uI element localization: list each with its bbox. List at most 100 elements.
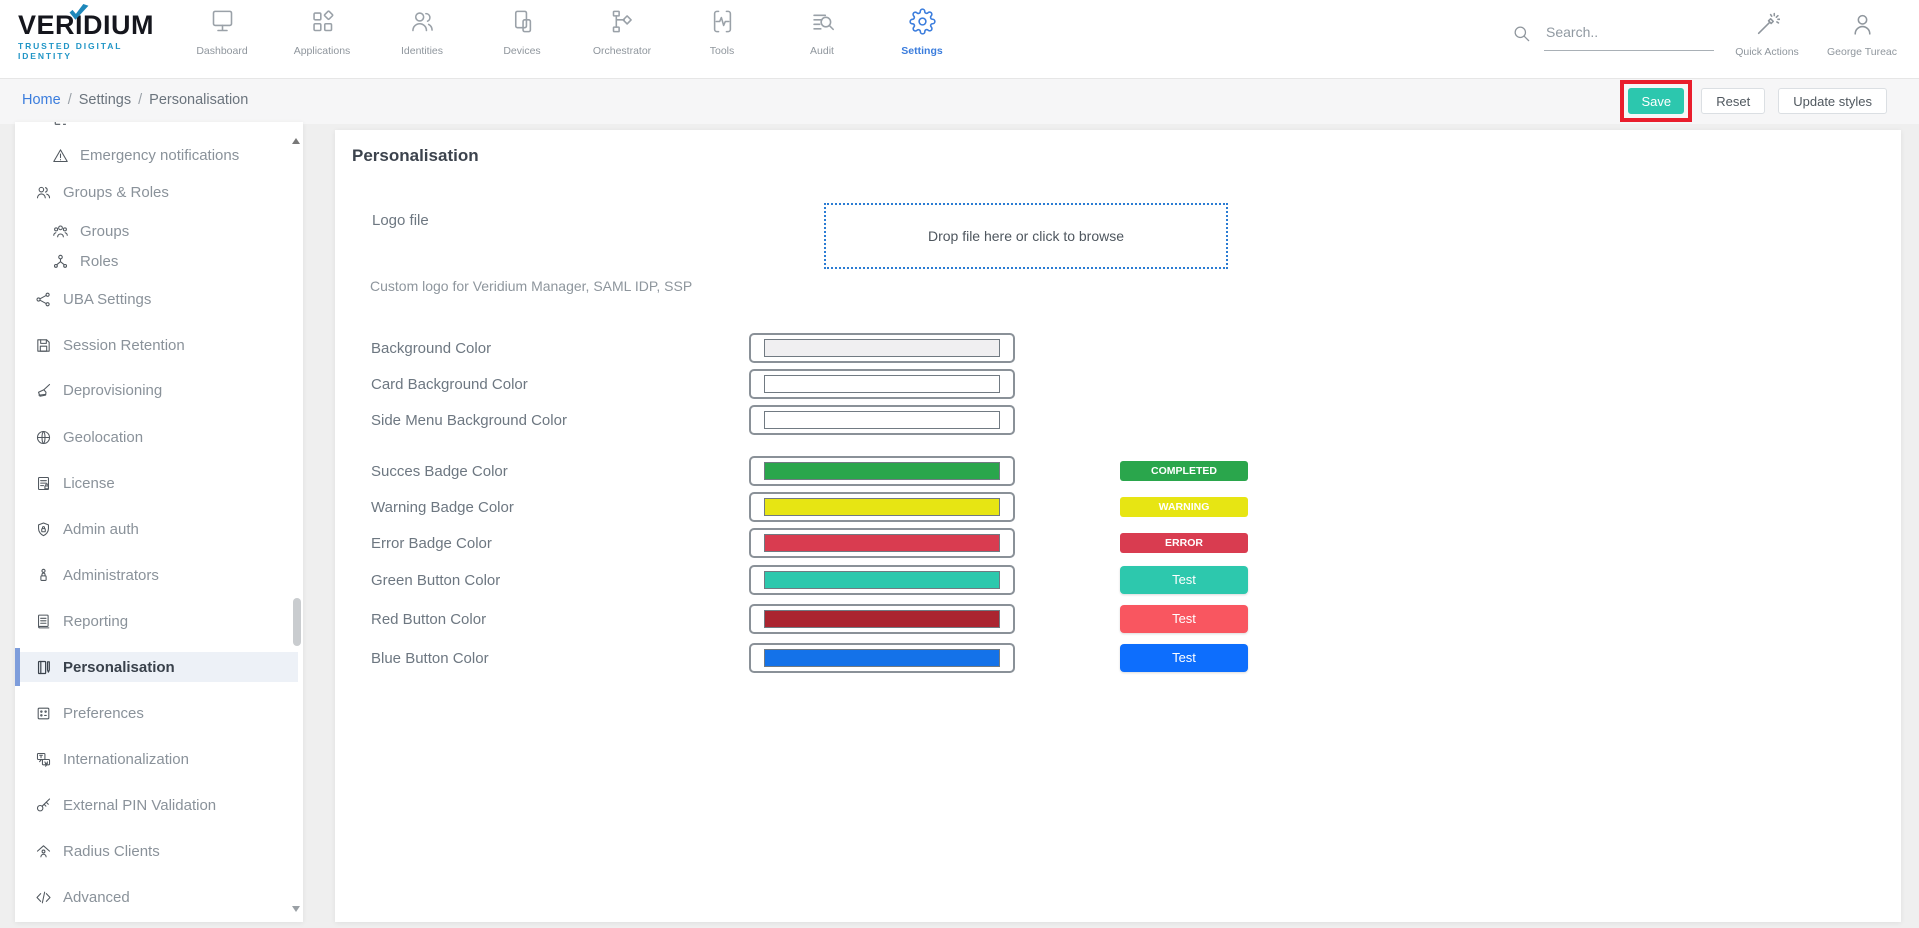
red-button-color-preview[interactable]: Test bbox=[1120, 605, 1248, 633]
sidebar-item-groups-roles[interactable]: Groups & Roles bbox=[15, 177, 298, 207]
shield-lock-icon bbox=[38, 521, 49, 536]
sidebar-item-session-retention[interactable]: Session Retention bbox=[15, 330, 298, 360]
nav-item-identities[interactable]: Identities bbox=[372, 8, 472, 57]
groups-roles-icon bbox=[36, 186, 51, 198]
applications-icon bbox=[312, 10, 333, 32]
search-input[interactable] bbox=[1544, 22, 1714, 51]
logo-checkmark-icon bbox=[69, 4, 89, 20]
blue-button-color-preview[interactable]: Test bbox=[1120, 644, 1248, 672]
sidebar-item-internationalization[interactable]: Internationalization bbox=[15, 744, 298, 774]
color-row-error-badge-color: Error Badge Color ERROR bbox=[371, 528, 1248, 558]
sidebar-item-personalisation[interactable]: Personalisation bbox=[15, 648, 298, 686]
nav-item-orchestrator[interactable]: Orchestrator bbox=[572, 8, 672, 57]
sidebar-item-groups[interactable]: Groups bbox=[15, 216, 298, 246]
breadcrumb-home[interactable]: Home bbox=[22, 92, 61, 108]
sidebar-item-reporting[interactable]: Reporting bbox=[15, 606, 298, 636]
uba-icon bbox=[36, 292, 50, 306]
sidebar-item-geolocation[interactable]: Geolocation bbox=[15, 422, 298, 452]
radius-icon bbox=[36, 844, 51, 857]
sidebar-item-label: Admin auth bbox=[63, 520, 139, 538]
key-icon bbox=[36, 797, 51, 811]
sidebar-item-uba-settings[interactable]: UBA Settings bbox=[15, 284, 298, 314]
nav-item-label: Audit bbox=[810, 45, 834, 57]
red-button-color-input[interactable] bbox=[749, 604, 1015, 634]
background-color-input[interactable] bbox=[749, 333, 1015, 363]
side-menu-background-color-input[interactable] bbox=[749, 405, 1015, 435]
background-color-label: Background Color bbox=[371, 339, 492, 357]
quick-actions-button[interactable]: Quick Actions bbox=[1722, 12, 1812, 58]
nav-item-audit[interactable]: Audit bbox=[772, 8, 872, 57]
color-swatch bbox=[764, 649, 1000, 667]
logo-dropzone[interactable]: Drop file here or click to browse bbox=[824, 203, 1228, 269]
error-badge-color-input[interactable] bbox=[749, 528, 1015, 558]
sidebar-item-radius-clients[interactable]: Radius Clients bbox=[15, 836, 298, 866]
warning-badge-color-input[interactable] bbox=[749, 492, 1015, 522]
sidebar-item-advanced[interactable]: Advanced bbox=[15, 882, 298, 912]
personalisation-panel: Personalisation Logo file Drop file here… bbox=[335, 130, 1901, 922]
page-actions: Save Reset Update styles bbox=[1620, 78, 1887, 124]
user-name: George Tureac bbox=[1826, 46, 1898, 58]
scroll-down-arrow-icon[interactable] bbox=[292, 906, 300, 912]
scroll-thumb[interactable] bbox=[293, 598, 301, 646]
color-row-succes-badge-color: Succes Badge Color COMPLETED bbox=[371, 456, 1248, 486]
annotation-highlight-box: Save bbox=[1620, 80, 1693, 122]
settings-icon bbox=[908, 8, 936, 35]
audit-icon bbox=[812, 14, 834, 31]
broom-icon bbox=[38, 383, 51, 397]
green-button-color-input[interactable] bbox=[749, 565, 1015, 595]
sidebar-item-deprovisioning[interactable]: Deprovisioning bbox=[15, 375, 298, 405]
code-icon bbox=[36, 891, 51, 903]
sidebar-scrollbar[interactable] bbox=[291, 122, 303, 922]
update-styles-button[interactable]: Update styles bbox=[1778, 88, 1887, 114]
side-menu-background-color-label: Side Menu Background Color bbox=[371, 411, 567, 429]
color-row-side-menu-background-color: Side Menu Background Color bbox=[371, 405, 1015, 435]
color-swatch bbox=[764, 462, 1000, 480]
roles-icon bbox=[53, 254, 68, 268]
breadcrumb-separator: / bbox=[138, 92, 143, 108]
nav-item-tools[interactable]: Tools bbox=[672, 8, 772, 57]
settings-sidebar: Emergency notifications Groups & Roles Gro… bbox=[15, 122, 303, 922]
nav-item-devices[interactable]: Devices bbox=[472, 8, 572, 57]
card-background-color-input[interactable] bbox=[749, 369, 1015, 399]
green-button-color-preview[interactable]: Test bbox=[1120, 566, 1248, 594]
sidebar-item-label: Emergency notifications bbox=[80, 146, 240, 164]
breadcrumb-separator: / bbox=[67, 92, 72, 108]
nav-item-applications[interactable]: Applications bbox=[272, 8, 372, 57]
succes-badge-color-preview: COMPLETED bbox=[1120, 461, 1248, 481]
sidebar-item-roles[interactable]: Roles bbox=[15, 246, 298, 276]
nav-item-label: Identities bbox=[400, 45, 444, 57]
sidebar-item-label: Internationalization bbox=[63, 750, 189, 768]
warning-icon bbox=[53, 148, 68, 162]
user-menu[interactable]: George Tureac bbox=[1817, 12, 1907, 58]
sidebar-item-emergency-notifications[interactable]: Emergency notifications bbox=[15, 140, 298, 170]
blue-button-color-label: Blue Button Color bbox=[371, 649, 489, 667]
veridium-logo[interactable]: VERIDIUM TRUSTED DIGITAL IDENTITY bbox=[18, 4, 178, 61]
green-button-color-label: Green Button Color bbox=[371, 571, 501, 589]
nav-item-label: Dashboard bbox=[196, 45, 248, 57]
succes-badge-color-input[interactable] bbox=[749, 456, 1015, 486]
sidebar-item-label: UBA Settings bbox=[63, 290, 152, 308]
blue-button-color-input[interactable] bbox=[749, 643, 1015, 673]
sidebar-item-administrators[interactable]: Administrators bbox=[15, 560, 298, 590]
sidebar-item-license[interactable]: License bbox=[15, 468, 298, 498]
color-row-warning-badge-color: Warning Badge Color WARNING bbox=[371, 492, 1248, 522]
nav-item-dashboard[interactable]: Dashboard bbox=[172, 8, 272, 57]
scroll-up-arrow-icon[interactable] bbox=[292, 138, 300, 144]
color-row-card-background-color: Card Background Color bbox=[371, 369, 1015, 399]
red-button-color-label: Red Button Color bbox=[371, 610, 487, 628]
personalisation-icon bbox=[37, 660, 50, 674]
save-button[interactable]: Save bbox=[1628, 88, 1685, 114]
nav-item-settings[interactable]: Settings bbox=[872, 8, 972, 57]
sidebar-item-external-pin-validation[interactable]: External PIN Validation bbox=[15, 790, 298, 820]
truncated-sidebar-item bbox=[51, 122, 68, 131]
color-swatch bbox=[764, 411, 1000, 429]
reset-button[interactable]: Reset bbox=[1701, 88, 1766, 114]
logo-helper-text: Custom logo for Veridium Manager, SAML I… bbox=[370, 278, 693, 294]
user-icon bbox=[1853, 14, 1871, 35]
sidebar-item-label: Deprovisioning bbox=[63, 381, 163, 399]
nav-item-label: Applications bbox=[293, 45, 351, 57]
sidebar-item-preferences[interactable]: Preferences bbox=[15, 698, 298, 728]
sidebar-item-label: Geolocation bbox=[63, 428, 144, 446]
sidebar-item-admin-auth[interactable]: Admin auth bbox=[15, 514, 298, 544]
person-lock-icon bbox=[40, 568, 47, 581]
